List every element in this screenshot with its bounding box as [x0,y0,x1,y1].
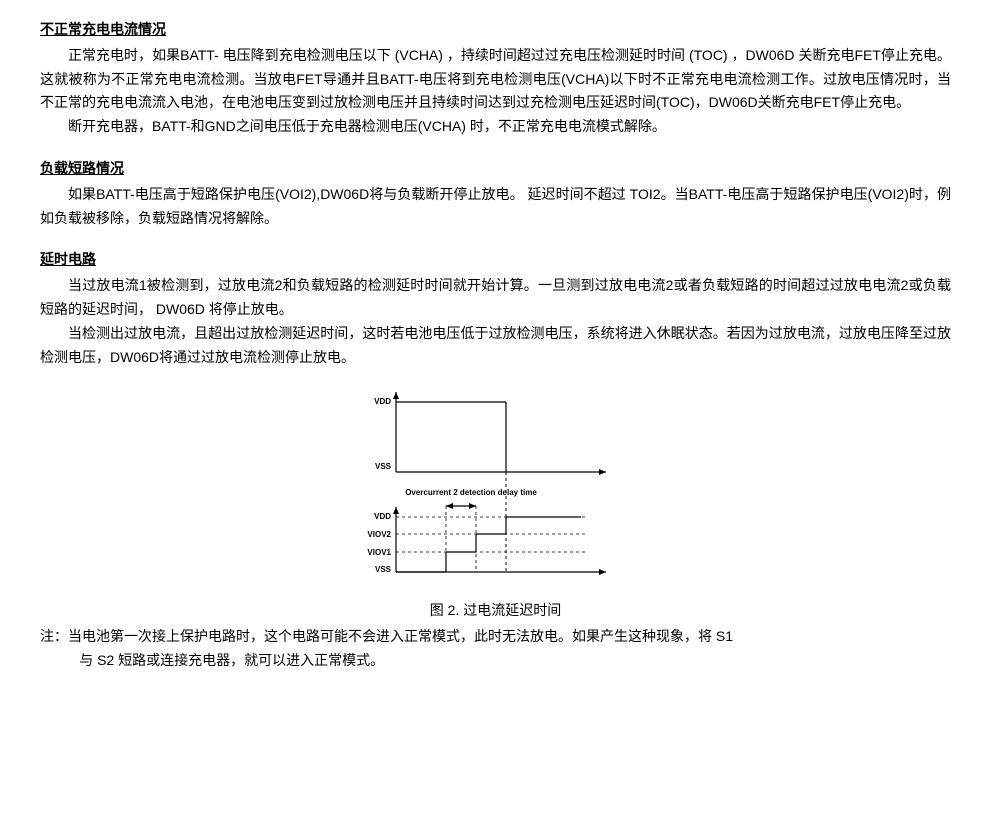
svg-text:VSS: VSS [374,565,391,574]
section-title-delay-circuit: 延时电路 [40,248,951,272]
timing-diagram: VDD VSS Overcurrent 2 detection delay time… [341,377,651,587]
para-abnormal-charge-1: 正常充电时，如果BATT- 电压降到充电检测电压以下 (VCHA) ，持续时间超… [40,44,951,115]
note-line-2: 与 S2 短路或连接充电器，就可以进入正常模式。 [40,649,951,673]
note-line-1: 注：当电池第一次接上保护电路时，这个电路可能不会进入正常模式，此时无法放电。如果… [40,625,951,649]
para-delay-1: 当过放电流1被检测到，过放电流2和负载短路的检测延时时间就开始计算。一旦测到过放… [40,274,951,322]
figure-container: VDD VSS Overcurrent 2 detection delay time… [40,377,951,595]
figure-caption: 图 2. 过电流延迟时间 [40,599,951,623]
para-load-short-1: 如果BATT-电压高于短路保护电压(VOI2),DW06D将与负载断开停止放电。… [40,183,951,231]
note-block: 注：当电池第一次接上保护电路时，这个电路可能不会进入正常模式，此时无法放电。如果… [40,625,951,673]
svg-text:VDD: VDD [374,512,391,521]
svg-text:VIOV2: VIOV2 [367,530,391,539]
svg-text:VDD: VDD [374,397,391,406]
svg-text:Overcurrent 2 detection delay: Overcurrent 2 detection delay time [405,488,537,497]
section-title-load-short: 负载短路情况 [40,157,951,181]
para-delay-2: 当检测出过放电流，且超出过放检测延迟时间，这时若电池电压低于过放检测电压，系统将… [40,322,951,370]
svg-text:VIOV1: VIOV1 [367,548,391,557]
para-abnormal-charge-2: 断开充电器，BATT-和GND之间电压低于充电器检测电压(VCHA) 时，不正常… [40,115,951,139]
svg-text:VSS: VSS [374,462,391,471]
section-title-abnormal-charge: 不正常充电电流情况 [40,18,951,42]
